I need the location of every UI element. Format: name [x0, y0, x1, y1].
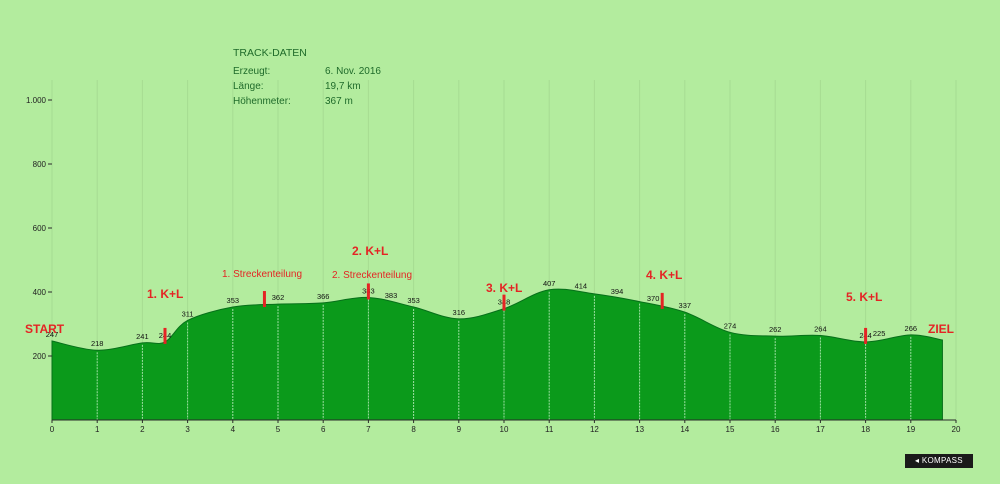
elevation-label: 394 — [611, 287, 624, 296]
checkpoint-4-label: 4. K+L — [646, 268, 683, 282]
x-tick-label: 18 — [861, 425, 870, 434]
elevation-label: 362 — [272, 293, 285, 302]
info-label: Erzeugt: — [233, 66, 271, 77]
elevation-label: 262 — [769, 325, 782, 334]
elevation-label: 266 — [905, 324, 918, 333]
y-tick-label: 600 — [33, 224, 47, 233]
x-tick-label: 7 — [366, 425, 371, 434]
refreshment-marker — [660, 292, 664, 309]
checkpoint-5-label: 5. K+L — [846, 290, 883, 304]
elevation-label: 353 — [227, 296, 240, 305]
elevation-label: 370 — [647, 294, 660, 303]
checkpoint-1-label: 1. K+L — [147, 287, 184, 301]
elevation-label: 407 — [543, 279, 556, 288]
x-tick-label: 2 — [140, 425, 145, 434]
elevation-label: 383 — [385, 291, 398, 300]
x-tick-label: 14 — [680, 425, 689, 434]
track-data-title: TRACK-DATEN — [233, 47, 307, 59]
x-tick-label: 4 — [231, 425, 236, 434]
x-tick-label: 5 — [276, 425, 281, 434]
x-tick-label: 20 — [952, 425, 961, 434]
kompass-logo: ◂ KOMPASS — [905, 454, 973, 468]
elevation-label: 264 — [814, 325, 827, 334]
y-tick-label: 400 — [33, 288, 47, 297]
brand-name: KOMPASS — [921, 456, 963, 465]
elevation-label: 337 — [679, 301, 692, 310]
checkpoint-3-label: 3. K+L — [486, 281, 523, 295]
x-tick-label: 9 — [457, 425, 462, 434]
x-tick-label: 12 — [590, 425, 599, 434]
x-tick-label: 15 — [726, 425, 735, 434]
elevation-label: 225 — [873, 329, 886, 338]
ziel-label: ZIEL — [928, 322, 954, 336]
info-value: 6. Nov. 2016 — [325, 66, 381, 77]
refreshment-marker — [502, 294, 506, 311]
x-tick-label: 6 — [321, 425, 326, 434]
checkpoint-2-label: 2. K+L — [352, 244, 389, 258]
x-tick-label: 1 — [95, 425, 100, 434]
info-value: 367 m — [325, 96, 353, 107]
y-tick-label: 200 — [33, 352, 47, 361]
elevation-label: 366 — [317, 292, 330, 301]
refreshment-marker — [864, 327, 868, 344]
elevation-area — [51, 288, 943, 421]
refreshment-marker — [366, 283, 370, 300]
refreshment-marker — [163, 327, 167, 344]
y-tick-label: 1.000 — [26, 96, 47, 105]
x-tick-label: 17 — [816, 425, 825, 434]
refreshment-marker — [262, 291, 266, 308]
y-tick-label: 800 — [33, 160, 47, 169]
x-tick-label: 8 — [411, 425, 416, 434]
km-divider-lines — [96, 291, 912, 420]
x-tick-label: 11 — [545, 425, 554, 434]
elevation-label: 274 — [724, 321, 737, 330]
info-label: Länge: — [233, 81, 264, 92]
x-tick-label: 0 — [50, 425, 55, 434]
x-tick-label: 10 — [500, 425, 509, 434]
split-2-label: 2. Streckenteilung — [332, 270, 413, 281]
x-tick-label: 19 — [906, 425, 915, 434]
elevation-label: 311 — [182, 309, 194, 318]
x-tick-label: 16 — [771, 425, 780, 434]
elevation-label: 247 — [46, 330, 59, 339]
split-1-label: 1. Streckenteilung — [222, 269, 303, 280]
start-label: START — [25, 322, 65, 336]
info-label: Höhenmeter: — [233, 96, 291, 107]
x-tick-label: 13 — [635, 425, 644, 434]
x-tick-label: 3 — [185, 425, 190, 434]
elevation-label: 353 — [407, 296, 420, 305]
refreshment-markers — [163, 283, 868, 344]
elevation-label: 241 — [136, 332, 149, 341]
elevation-label: 316 — [453, 308, 466, 317]
y-axis-ticks: 200 400 600 800 1.000 — [26, 96, 52, 361]
info-value: 19,7 km — [325, 81, 361, 92]
x-axis-ticks: 0 1 2 3 4 5 6 7 8 9 10 11 12 13 14 15 16 17 18 19 20 — [50, 420, 961, 434]
elevation-label: 414 — [575, 282, 588, 291]
elevation-label: 218 — [91, 339, 104, 348]
